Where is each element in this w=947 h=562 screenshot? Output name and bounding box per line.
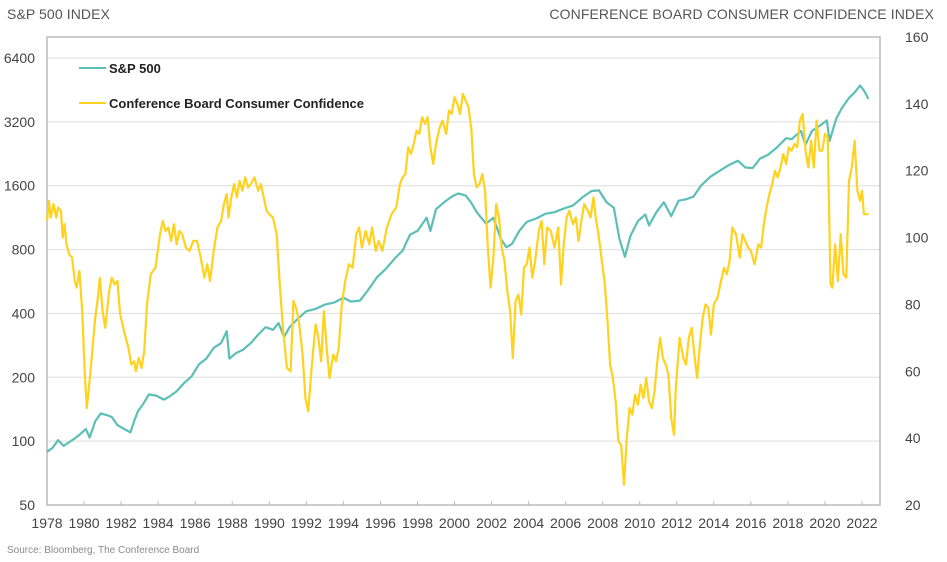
x-tick-label: 1998 <box>402 515 433 531</box>
y-right-tick-label: 140 <box>905 96 929 112</box>
x-tick-label: 2010 <box>624 515 655 531</box>
y-axis-left: 50 100 200 400 800 1600 3200 6400 <box>4 50 35 513</box>
source-note: Source: Bloomberg, The Conference Board <box>7 545 200 556</box>
y-left-tick-label: 200 <box>12 369 36 385</box>
x-tick-label: 2016 <box>735 515 766 531</box>
left-axis-title: S&P 500 INDEX <box>7 6 110 22</box>
series-line-consumer-confidence <box>45 92 869 486</box>
y-left-tick-label: 3200 <box>4 114 35 130</box>
x-tick-label: 1990 <box>254 515 285 531</box>
y-right-tick-label: 100 <box>905 230 929 246</box>
y-left-tick-label: 800 <box>12 242 36 258</box>
y-right-tick-label: 20 <box>905 497 921 513</box>
x-tick-label: 1982 <box>106 515 137 531</box>
x-tick-label: 1984 <box>143 515 174 531</box>
x-tick-label: 2000 <box>439 515 470 531</box>
y-left-tick-label: 1600 <box>4 178 35 194</box>
series-line-sp500 <box>46 84 870 453</box>
legend-label-confidence: Conference Board Consumer Confidence <box>109 96 364 111</box>
y-left-tick-label: 50 <box>19 497 35 513</box>
grid-lines <box>47 57 880 442</box>
y-left-tick-label: 6400 <box>4 50 35 66</box>
y-right-tick-label: 80 <box>905 296 921 312</box>
x-tick-label: 2012 <box>661 515 692 531</box>
plot-frame <box>46 36 881 506</box>
x-tick-label: 2022 <box>846 515 877 531</box>
x-axis: 1978 1980 1982 1984 1986 1988 1990 1992 1994 1996… <box>31 501 878 531</box>
x-tick-label: 1980 <box>68 515 99 531</box>
y-right-tick-label: 160 <box>905 29 929 45</box>
x-tick-label: 1986 <box>180 515 211 531</box>
y-right-tick-label: 40 <box>905 430 921 446</box>
x-tick-label: 2018 <box>772 515 803 531</box>
x-tick-label: 1978 <box>31 515 62 531</box>
right-axis-title: CONFERENCE BOARD CONSUMER CONFIDENCE IND… <box>549 6 934 22</box>
x-tick-label: 1988 <box>217 515 248 531</box>
legend: S&P 500 Conference Board Consumer Confid… <box>79 61 364 111</box>
x-tick-label: 1996 <box>365 515 396 531</box>
y-left-tick-label: 400 <box>12 305 36 321</box>
y-axis-right: 20 40 60 80 100 120 140 160 <box>905 29 929 513</box>
x-tick-label: 2004 <box>513 515 544 531</box>
x-tick-label: 2014 <box>698 515 729 531</box>
x-tick-label: 2006 <box>550 515 581 531</box>
x-tick-label: 2002 <box>476 515 507 531</box>
x-tick-label: 1992 <box>291 515 322 531</box>
y-right-tick-label: 120 <box>905 163 929 179</box>
x-tick-label: 2020 <box>809 515 840 531</box>
x-tick-label: 1994 <box>328 515 359 531</box>
x-tick-label: 2008 <box>587 515 618 531</box>
series-layer <box>45 84 870 486</box>
legend-label-sp500: S&P 500 <box>109 61 161 76</box>
y-left-tick-label: 100 <box>12 433 36 449</box>
y-right-tick-label: 60 <box>905 363 921 379</box>
